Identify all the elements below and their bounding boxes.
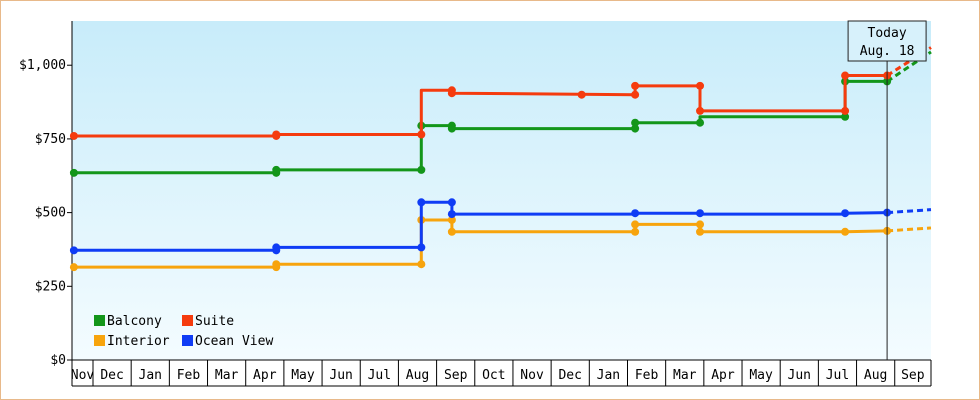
- data-point: [272, 165, 281, 174]
- data-point: [841, 71, 850, 80]
- data-point: [417, 130, 426, 139]
- data-point: [447, 210, 456, 219]
- series-line: [73, 79, 888, 175]
- x-tick-label: Mar: [215, 368, 239, 383]
- x-tick-label: Nov: [520, 368, 544, 383]
- y-tick-label: $250: [35, 279, 66, 294]
- x-tick-label: Nov: [71, 368, 95, 383]
- x-tick-label: Apr: [253, 368, 277, 383]
- data-point: [696, 118, 705, 127]
- x-tick-label: Sep: [901, 368, 925, 383]
- data-point: [841, 209, 850, 218]
- x-tick-label: May: [749, 368, 773, 383]
- data-point: [417, 165, 426, 174]
- data-point: [272, 260, 281, 269]
- data-point: [631, 81, 640, 90]
- today-label: Today: [868, 26, 907, 41]
- x-tick-label: Feb: [635, 368, 659, 383]
- x-tick-label: Feb: [177, 368, 201, 383]
- data-point: [631, 90, 640, 99]
- x-tick-label: Jun: [788, 368, 811, 383]
- data-point: [69, 168, 78, 177]
- legend-label: Balcony: [107, 314, 162, 329]
- legend-label: Suite: [195, 314, 234, 329]
- data-point: [272, 130, 281, 139]
- y-tick-label: $1,000: [19, 58, 66, 73]
- y-tick-label: $0: [50, 353, 66, 368]
- y-axis: $0 $250 $500 $750 $1,000: [19, 21, 73, 386]
- x-tick-label: Aug: [406, 368, 429, 383]
- series-line: [73, 74, 888, 138]
- legend-swatch: [94, 315, 105, 326]
- data-point: [69, 263, 78, 272]
- forecast-line: [886, 226, 932, 233]
- legend-swatch: [94, 335, 105, 346]
- y-tick-label: $500: [35, 206, 66, 221]
- x-tick-label: Aug: [864, 368, 887, 383]
- data-point: [69, 131, 78, 140]
- x-tick-label: Oct: [482, 368, 505, 383]
- legend: Balcony Suite Interior Ocean View: [94, 314, 273, 349]
- data-point: [447, 227, 456, 236]
- x-tick-label: Jun: [329, 368, 352, 383]
- data-point: [447, 215, 456, 224]
- data-point: [577, 90, 586, 99]
- data-point: [447, 124, 456, 133]
- data-point: [447, 89, 456, 98]
- data-point: [631, 118, 640, 127]
- data-point: [696, 209, 705, 218]
- series-interior: [69, 215, 932, 272]
- legend-swatch: [182, 335, 193, 346]
- y-tick-label: $750: [35, 132, 66, 147]
- x-tick-label: Jul: [826, 368, 849, 383]
- data-point: [447, 198, 456, 207]
- x-tick-label: Dec: [100, 368, 123, 383]
- data-point: [841, 106, 850, 115]
- series-ocean-view: [69, 198, 932, 255]
- data-point: [272, 243, 281, 252]
- x-tick-label: Apr: [711, 368, 735, 383]
- today-annotation: Today Aug. 18: [847, 20, 927, 360]
- plot-area: [72, 21, 931, 360]
- x-tick-label: Jul: [368, 368, 391, 383]
- today-date: Aug. 18: [860, 44, 915, 59]
- series-line: [73, 200, 888, 252]
- legend-swatch: [182, 315, 193, 326]
- x-tick-label: Jan: [139, 368, 162, 383]
- data-point: [69, 246, 78, 255]
- data-point: [631, 220, 640, 229]
- legend-label: Interior: [107, 334, 170, 349]
- x-tick-label: Sep: [444, 368, 468, 383]
- data-point: [841, 112, 850, 121]
- x-tick-label: Mar: [673, 368, 697, 383]
- x-tick-label: May: [291, 368, 315, 383]
- data-point: [417, 243, 426, 252]
- x-axis: Nov Dec Jan Feb Mar Apr May Jun Jul Aug Sep Oct Nov D…: [71, 359, 932, 387]
- data-point: [696, 220, 705, 229]
- forecast-line: [886, 208, 932, 215]
- today-box: [847, 20, 927, 62]
- data-point: [417, 260, 426, 269]
- legend-label: Ocean View: [195, 334, 273, 349]
- data-point: [631, 209, 640, 218]
- data-point: [631, 227, 640, 236]
- x-tick-label: Jan: [597, 368, 620, 383]
- data-point: [631, 124, 640, 133]
- data-point: [696, 81, 705, 90]
- x-tick-label: Dec: [558, 368, 581, 383]
- data-point: [696, 227, 705, 236]
- data-point: [696, 106, 705, 115]
- data-point: [841, 227, 850, 236]
- data-point: [417, 198, 426, 207]
